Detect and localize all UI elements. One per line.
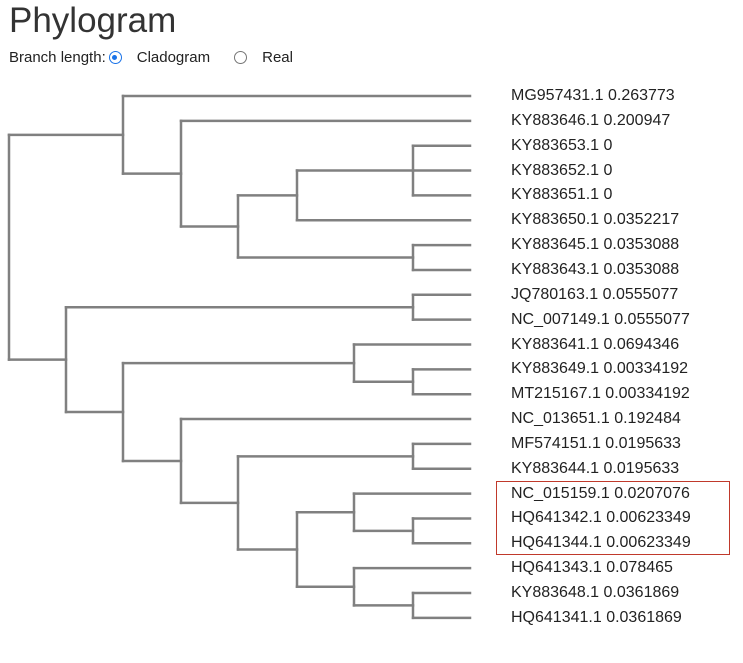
leaf-id: KY883652.1 (511, 161, 600, 179)
leaf-value: 0.0361869 (603, 584, 680, 601)
leaf-label: NC_013651.1 0.192484 (511, 410, 681, 428)
leaf-value: 0.0207076 (614, 484, 690, 502)
leaf-id: HQ641341.1 (511, 608, 602, 626)
leaf-id: HQ641342.1 (511, 509, 602, 527)
leaf-id: KY883651.1 (511, 186, 600, 204)
leaf-label: KY883649.1 0.00334192 (511, 360, 688, 378)
cladogram-label[interactable]: Cladogram (136, 49, 211, 66)
leaf-value: 0 (603, 186, 613, 204)
leaf-value: 0.0555077 (602, 285, 679, 303)
leaf-id: NC_007149.1 (511, 310, 610, 328)
leaf-label: KY883641.1 0.0694346 (511, 336, 679, 354)
leaf-label: MF574151.1 0.0195633 (511, 435, 681, 453)
leaf-id: KY883646.1 (511, 111, 600, 129)
leaf-id: NC_013651.1 (511, 410, 610, 428)
leaf-value: 0.0694346 (603, 335, 680, 353)
leaf-value: 0.078465 (606, 559, 673, 577)
leaf-value: 0.0361869 (606, 608, 682, 626)
branch-length-controls: Branch length: Cladogram Real (9, 49, 293, 66)
leaf-id: NC_015159.1 (511, 484, 610, 502)
leaf-value: 0 (603, 161, 613, 179)
leaf-label: KY883651.1 0 (511, 186, 612, 204)
leaf-id: KY883650.1 (511, 211, 600, 229)
real-label[interactable]: Real (262, 49, 293, 66)
leaf-label: KY883644.1 0.0195633 (511, 460, 679, 478)
leaf-label: HQ641341.1 0.0361869 (511, 609, 682, 627)
leaf-id: KY883643.1 (511, 260, 600, 278)
leaf-id: KY883653.1 (511, 136, 600, 154)
leaf-value: 0.00623349 (606, 534, 691, 552)
leaf-value: 0.0555077 (614, 310, 690, 328)
leaf-value: 0.00334192 (605, 385, 690, 403)
page-title: Phylogram (9, 1, 177, 40)
leaf-id: HQ641344.1 (511, 534, 602, 552)
leaf-label: HQ641344.1 0.00623349 (511, 534, 691, 552)
leaf-label: HQ641343.1 0.078465 (511, 559, 673, 577)
cladogram-radio[interactable] (108, 51, 122, 64)
leaf-id: HQ641343.1 (511, 559, 602, 577)
leaf-id: KY883649.1 (511, 360, 600, 378)
leaf-value: 0.00334192 (603, 360, 689, 378)
leaf-value: 0.192484 (614, 410, 681, 428)
leaf-value: 0.0353088 (603, 236, 680, 254)
leaf-label: KY883653.1 0 (511, 137, 612, 155)
leaf-label: NC_015159.1 0.0207076 (511, 485, 690, 503)
real-radio[interactable] (234, 51, 248, 64)
leaf-label: KY883646.1 0.200947 (511, 112, 670, 130)
leaf-value: 0 (603, 136, 613, 154)
leaf-id: KY883644.1 (511, 459, 600, 477)
leaf-id: MF574151.1 (511, 434, 601, 452)
tree-branches (7, 94, 472, 620)
branch-length-label: Branch length: (9, 49, 106, 66)
leaf-label: JQ780163.1 0.0555077 (511, 286, 678, 304)
leaf-value: 0.200947 (603, 111, 671, 129)
leaf-label: KY883648.1 0.0361869 (511, 584, 679, 602)
leaf-label: KY883652.1 0 (511, 162, 612, 180)
leaf-id: MT215167.1 (511, 385, 601, 403)
leaf-id: KY883648.1 (511, 584, 600, 601)
leaf-value: 0.263773 (607, 87, 675, 104)
leaf-value: 0.00623349 (606, 509, 691, 527)
highlight-box (496, 481, 730, 555)
leaf-id: KY883641.1 (511, 335, 600, 353)
leaf-label: MG957431.1 0.263773 (511, 87, 675, 105)
leaf-label: KY883650.1 0.0352217 (511, 211, 679, 229)
leaf-label: NC_007149.1 0.0555077 (511, 311, 690, 329)
leaf-label: KY883645.1 0.0353088 (511, 236, 679, 254)
leaf-id: KY883645.1 (511, 236, 600, 254)
leaf-id: MG957431.1 (511, 87, 604, 104)
leaf-value: 0.0352217 (603, 211, 680, 229)
leaf-value: 0.0195633 (605, 434, 681, 452)
leaf-label: HQ641342.1 0.00623349 (511, 509, 691, 527)
leaf-value: 0.0353088 (603, 260, 680, 278)
leaf-id: JQ780163.1 (511, 285, 599, 303)
leaf-label: KY883643.1 0.0353088 (511, 261, 679, 279)
leaf-value: 0.0195633 (603, 459, 680, 477)
leaf-label: MT215167.1 0.00334192 (511, 385, 690, 403)
